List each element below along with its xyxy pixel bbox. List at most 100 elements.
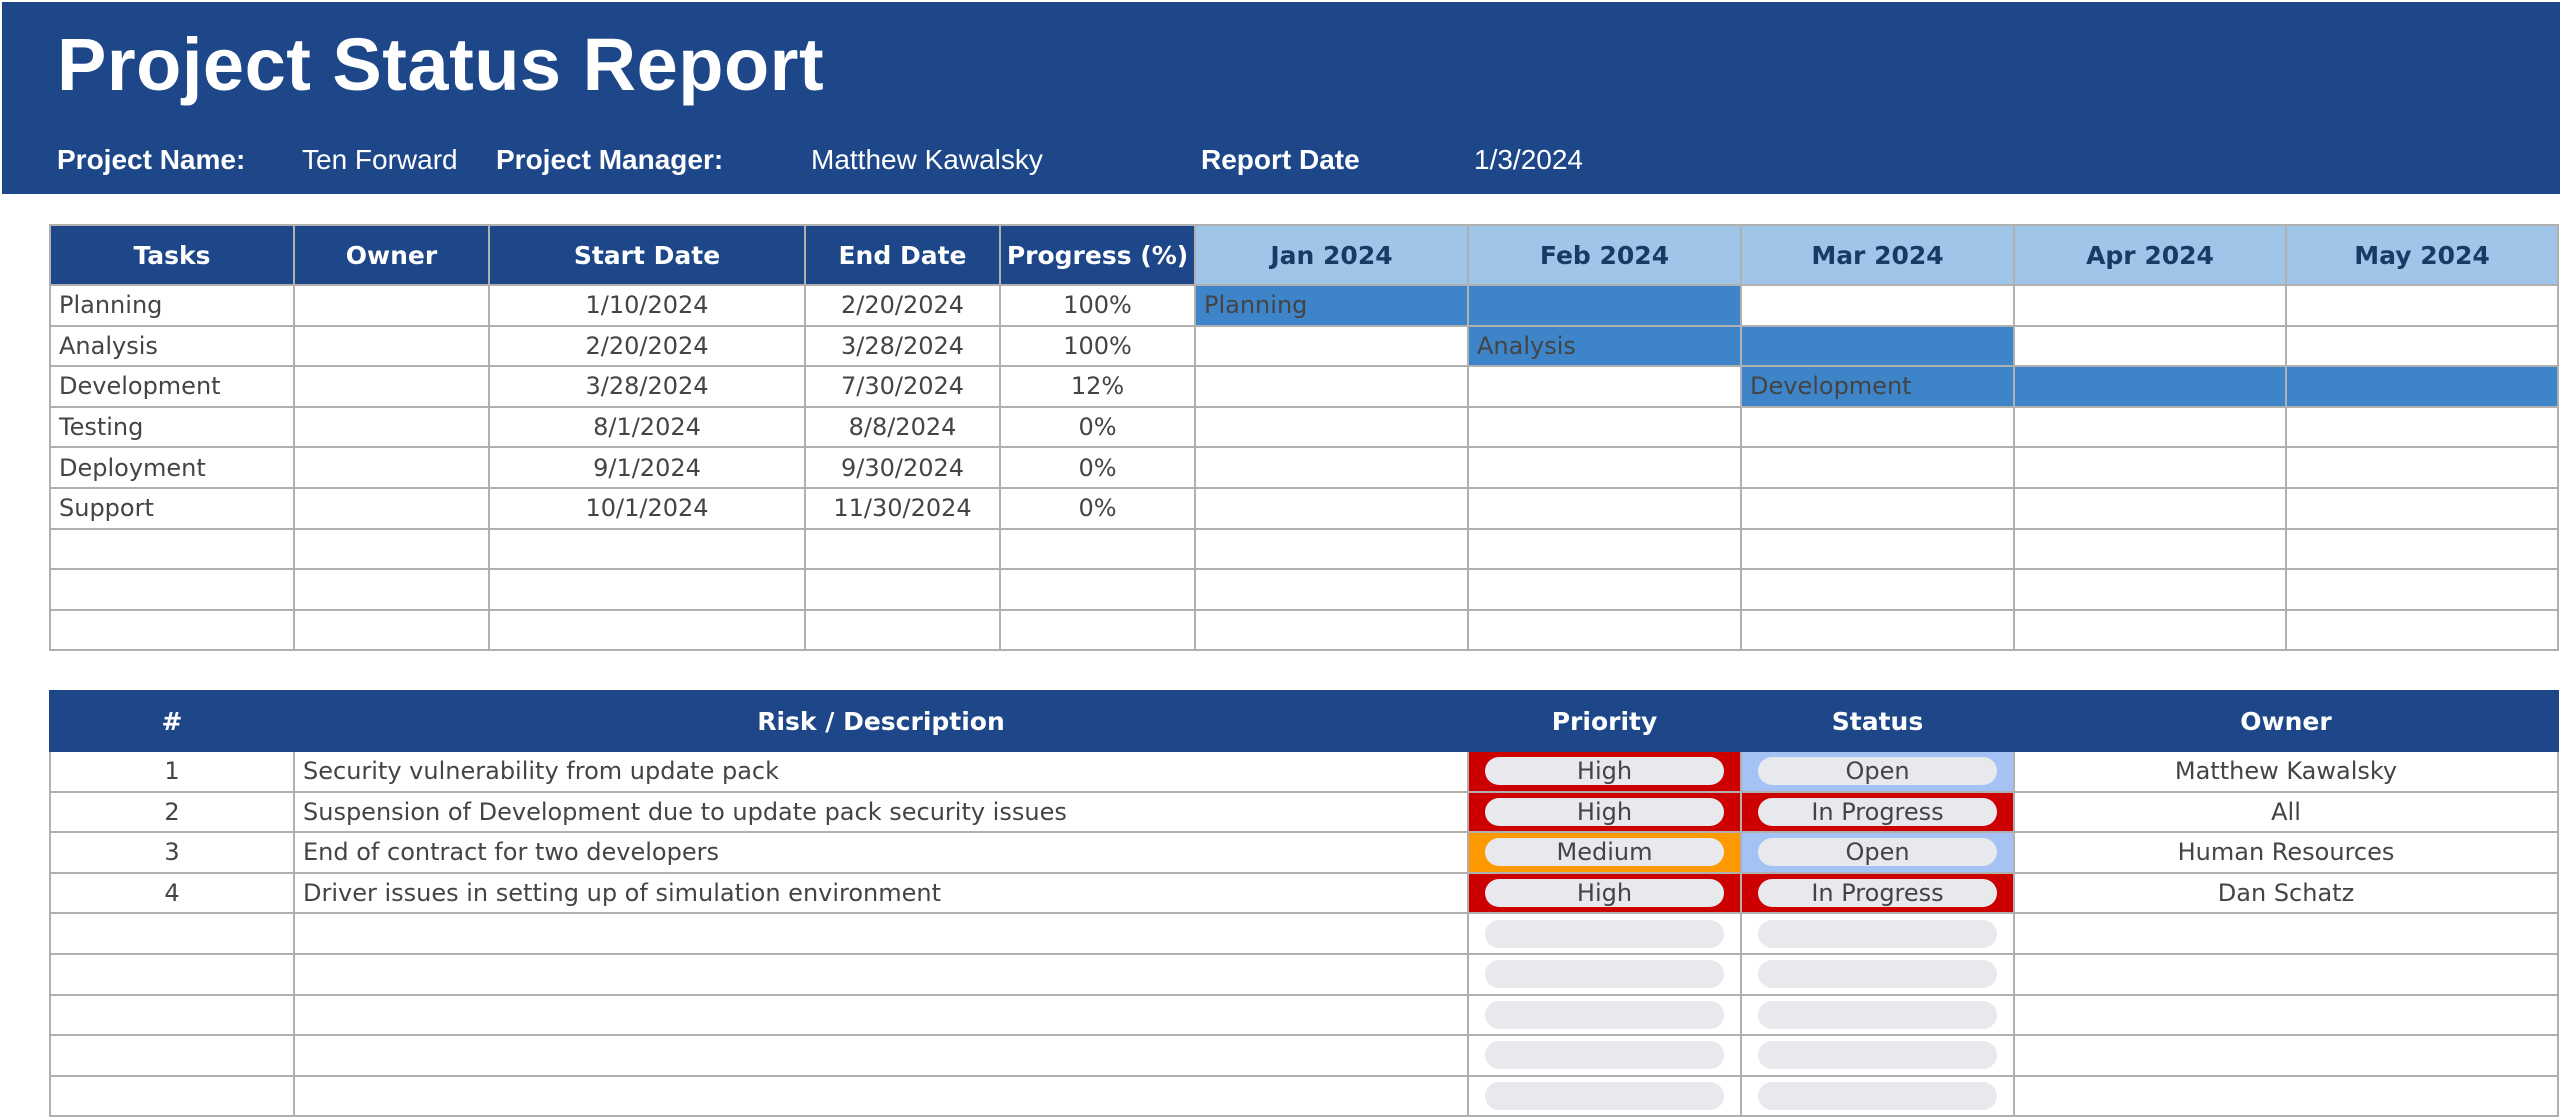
task-name-cell[interactable]: Planning — [49, 284, 295, 327]
gantt-cell-apr[interactable] — [2013, 365, 2287, 408]
priority-dropdown[interactable]: High — [1485, 879, 1724, 908]
empty-cell[interactable] — [488, 527, 806, 571]
empty-cell[interactable] — [2013, 608, 2287, 652]
column-header-tasks[interactable]: Tasks — [49, 224, 295, 286]
gantt-cell-mar[interactable] — [1740, 284, 2015, 327]
empty-cell[interactable] — [1740, 568, 2015, 611]
priority-dropdown[interactable]: Medium — [1485, 838, 1724, 867]
task-owner-cell[interactable] — [293, 486, 490, 530]
gantt-cell-may[interactable] — [2285, 324, 2559, 368]
empty-cell[interactable] — [49, 608, 295, 652]
month-header-jan[interactable]: Jan 2024 — [1194, 224, 1469, 286]
gantt-cell-apr[interactable] — [2013, 324, 2287, 368]
report-date-value[interactable]: 1/3/2024 — [1474, 144, 1583, 175]
empty-cell[interactable] — [2013, 952, 2559, 996]
gantt-cell-apr[interactable] — [2013, 446, 2287, 489]
gantt-cell-may[interactable] — [2285, 486, 2559, 530]
task-name-cell[interactable]: Analysis — [49, 324, 295, 368]
status-dropdown-empty[interactable] — [1758, 1041, 1997, 1070]
status-cell-empty[interactable] — [1740, 912, 2015, 955]
gantt-cell-jan[interactable] — [1194, 486, 1469, 530]
status-cell[interactable]: Open — [1740, 831, 2015, 874]
risk-description-cell[interactable]: Suspension of Development due to update … — [293, 790, 1469, 834]
status-dropdown[interactable]: In Progress — [1758, 797, 1997, 826]
column-header-number[interactable]: # — [49, 690, 295, 752]
priority-dropdown-empty[interactable] — [1485, 1000, 1724, 1029]
project-name-value[interactable]: Ten Forward — [302, 144, 458, 175]
empty-cell[interactable] — [2013, 1034, 2559, 1077]
empty-cell[interactable] — [1194, 568, 1469, 611]
month-header-apr[interactable]: Apr 2024 — [2013, 224, 2287, 286]
empty-cell[interactable] — [2013, 993, 2559, 1037]
status-dropdown-empty[interactable] — [1758, 1000, 1997, 1029]
priority-cell-empty[interactable] — [1467, 1074, 1742, 1118]
empty-cell[interactable] — [293, 527, 490, 571]
task-name-cell[interactable]: Support — [49, 486, 295, 530]
risk-description-cell[interactable]: End of contract for two developers — [293, 831, 1469, 874]
empty-cell[interactable] — [293, 1034, 1469, 1077]
gantt-cell-feb[interactable] — [1467, 486, 1742, 530]
priority-cell-empty[interactable] — [1467, 993, 1742, 1037]
gantt-cell-mar[interactable] — [1740, 405, 2015, 449]
empty-cell[interactable] — [999, 568, 1196, 611]
priority-dropdown-empty[interactable] — [1485, 1041, 1724, 1070]
month-header-feb[interactable]: Feb 2024 — [1467, 224, 1742, 286]
task-progress-cell[interactable]: 100% — [999, 284, 1196, 327]
task-start-date-cell[interactable]: 3/28/2024 — [488, 365, 806, 408]
task-owner-cell[interactable] — [293, 446, 490, 489]
gantt-cell-mar[interactable] — [1740, 446, 2015, 489]
status-cell-empty[interactable] — [1740, 1034, 2015, 1077]
priority-cell-empty[interactable] — [1467, 952, 1742, 996]
empty-cell[interactable] — [999, 608, 1196, 652]
column-header-start-date[interactable]: Start Date — [488, 224, 806, 286]
risk-number-cell[interactable]: 1 — [49, 750, 295, 793]
empty-cell[interactable] — [488, 608, 806, 652]
priority-dropdown-empty[interactable] — [1485, 1082, 1724, 1111]
status-dropdown[interactable]: In Progress — [1758, 879, 1997, 908]
task-end-date-cell[interactable]: 11/30/2024 — [804, 486, 1001, 530]
status-dropdown-empty[interactable] — [1758, 919, 1997, 948]
gantt-cell-feb[interactable] — [1467, 405, 1742, 449]
empty-cell[interactable] — [2285, 608, 2559, 652]
status-dropdown[interactable]: Open — [1758, 757, 1997, 786]
priority-cell[interactable]: High — [1467, 750, 1742, 793]
column-header-progress[interactable]: Progress (%) — [999, 224, 1196, 286]
column-header-status[interactable]: Status — [1740, 690, 2015, 752]
status-cell-empty[interactable] — [1740, 952, 2015, 996]
task-name-cell[interactable]: Deployment — [49, 446, 295, 489]
column-header-owner[interactable]: Owner — [293, 224, 490, 286]
gantt-cell-may[interactable] — [2285, 446, 2559, 489]
empty-cell[interactable] — [293, 912, 1469, 955]
empty-cell[interactable] — [2013, 912, 2559, 955]
status-cell[interactable]: In Progress — [1740, 790, 2015, 834]
empty-cell[interactable] — [2013, 568, 2287, 611]
task-progress-cell[interactable]: 100% — [999, 324, 1196, 368]
task-owner-cell[interactable] — [293, 324, 490, 368]
risk-description-cell[interactable]: Security vulnerability from update pack — [293, 750, 1469, 793]
gantt-bar-label-mar[interactable]: Development — [1740, 365, 2015, 408]
priority-dropdown[interactable]: High — [1485, 797, 1724, 826]
gantt-cell-may[interactable] — [2285, 405, 2559, 449]
empty-cell[interactable] — [1467, 608, 1742, 652]
task-progress-cell[interactable]: 0% — [999, 486, 1196, 530]
priority-cell-empty[interactable] — [1467, 912, 1742, 955]
task-start-date-cell[interactable]: 1/10/2024 — [488, 284, 806, 327]
empty-cell[interactable] — [49, 1034, 295, 1077]
task-owner-cell[interactable] — [293, 284, 490, 327]
empty-cell[interactable] — [1740, 608, 2015, 652]
empty-cell[interactable] — [49, 568, 295, 611]
task-name-cell[interactable]: Development — [49, 365, 295, 408]
gantt-cell-jan[interactable] — [1194, 405, 1469, 449]
task-progress-cell[interactable]: 12% — [999, 365, 1196, 408]
status-cell-empty[interactable] — [1740, 993, 2015, 1037]
risk-number-cell[interactable]: 2 — [49, 790, 295, 834]
task-end-date-cell[interactable]: 3/28/2024 — [804, 324, 1001, 368]
task-start-date-cell[interactable]: 10/1/2024 — [488, 486, 806, 530]
empty-cell[interactable] — [804, 568, 1001, 611]
gantt-cell-mar[interactable] — [1740, 324, 2015, 368]
risk-number-cell[interactable]: 3 — [49, 831, 295, 874]
empty-cell[interactable] — [2285, 568, 2559, 611]
gantt-cell-may[interactable] — [2285, 365, 2559, 408]
empty-cell[interactable] — [49, 527, 295, 571]
gantt-cell-feb[interactable] — [1467, 365, 1742, 408]
